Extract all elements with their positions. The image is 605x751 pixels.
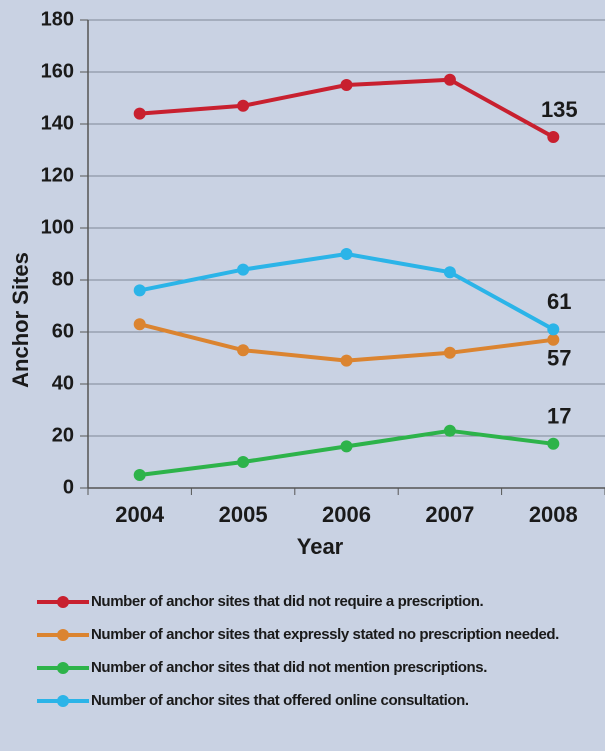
y-tick-label: 100	[41, 216, 74, 238]
legend-label: Number of anchor sites that did not requ…	[91, 593, 484, 610]
legend-label: Number of anchor sites that offered onli…	[91, 692, 469, 709]
point	[237, 456, 250, 468]
y-tick-label: 80	[52, 268, 74, 290]
y-axis-title: Anchor Sites	[8, 252, 33, 388]
x-tick-label: 2006	[322, 502, 371, 527]
point	[133, 318, 146, 331]
y-tick-label: 60	[52, 320, 74, 342]
y-tick-label: 20	[52, 424, 74, 446]
legend-label: Number of anchor sites that did not ment…	[91, 659, 488, 676]
point	[443, 266, 456, 279]
x-tick-label: 2005	[219, 502, 268, 527]
series-line	[139, 252, 555, 332]
legend-swatch	[37, 662, 89, 674]
legend-swatch	[37, 629, 89, 641]
point	[133, 469, 146, 481]
data-label: 17	[547, 404, 571, 429]
chart: Year Anchor Sites 0 20 40 60 80 100 120 140 160 1…	[8, 8, 605, 559]
point	[443, 424, 456, 437]
point	[547, 437, 560, 450]
data-label: 57	[547, 346, 571, 371]
point	[443, 73, 456, 86]
point	[340, 354, 353, 367]
series-line	[139, 428, 554, 477]
y-tick-label: 0	[63, 476, 74, 498]
legend-swatch	[37, 596, 89, 608]
legend-label: Number of anchor sites that expressly st…	[91, 626, 559, 643]
point	[237, 344, 250, 357]
x-tick-label: 2007	[425, 502, 474, 527]
point	[340, 248, 353, 260]
data-label: 135	[541, 97, 578, 122]
point	[547, 333, 560, 346]
x-tick-label: 2008	[529, 502, 578, 527]
legend-item: Number of anchor sites that did not ment…	[37, 658, 597, 677]
y-tick-label: 40	[52, 372, 74, 394]
legend-marker	[57, 662, 69, 674]
data-label: 61	[547, 289, 571, 314]
y-tick-label: 180	[41, 8, 74, 30]
legend-marker	[57, 695, 69, 707]
point	[443, 346, 456, 359]
legend-item: Number of anchor sites that did not requ…	[37, 592, 597, 611]
point	[340, 440, 353, 453]
point	[237, 263, 250, 276]
y-tick-label: 140	[41, 112, 74, 134]
x-axis-title: Year	[297, 534, 344, 559]
point	[547, 323, 560, 336]
x-tick-label: 2004	[115, 502, 165, 527]
legend-swatch	[37, 695, 89, 707]
point	[340, 79, 353, 91]
legend-marker	[57, 596, 69, 608]
legend-item: Number of anchor sites that expressly st…	[37, 625, 597, 644]
y-tick-label: 120	[41, 164, 74, 186]
legend: Number of anchor sites that did not requ…	[37, 592, 597, 724]
point	[133, 107, 146, 120]
point	[547, 131, 560, 143]
legend-item: Number of anchor sites that offered onli…	[37, 691, 597, 710]
point	[237, 99, 250, 112]
point	[133, 284, 146, 297]
y-tick-label: 160	[41, 60, 74, 82]
legend-marker	[57, 629, 69, 641]
